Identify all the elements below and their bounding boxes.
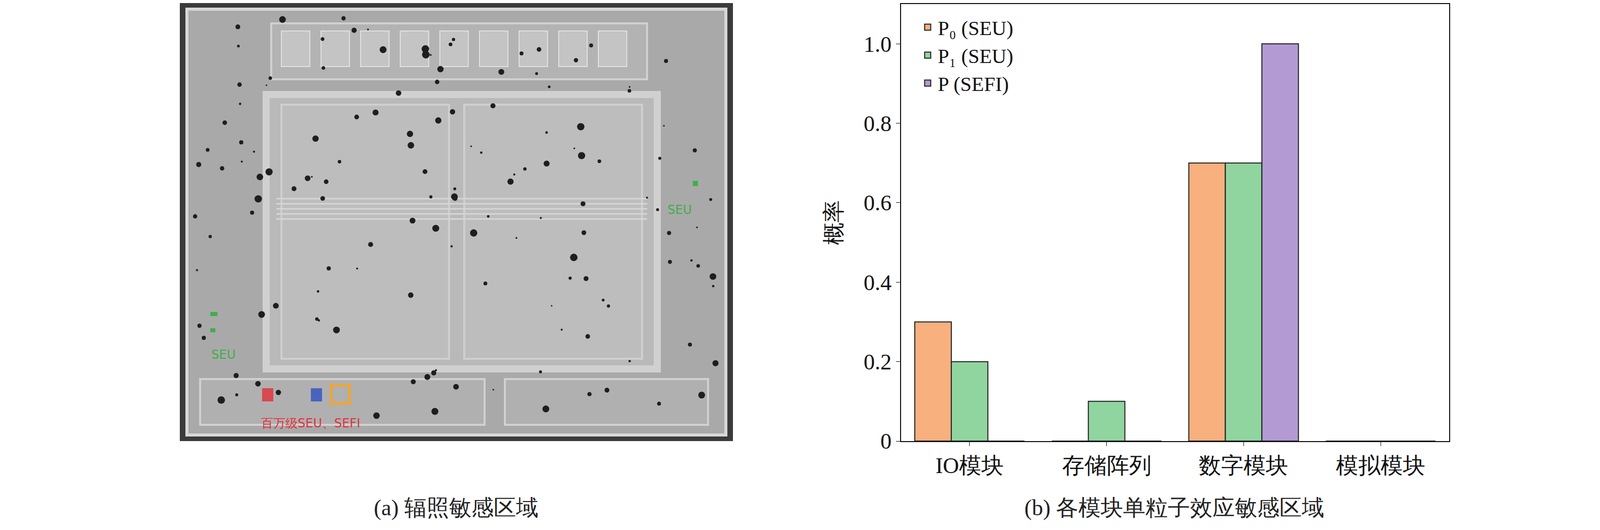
svg-text:数字模块: 数字模块: [1198, 453, 1289, 478]
svg-text:存储阵列: 存储阵列: [1062, 453, 1152, 478]
html-text:(a) 辐照敏感区域: (a) 辐照敏感区域: [373, 495, 539, 521]
svg-text:百万级SEU、SEFI: 百万级SEU、SEFI: [261, 416, 361, 431]
svg-text:0.8: 0.8: [863, 111, 892, 137]
svg-text:SEU: SEU: [667, 202, 692, 217]
svg-text:模拟模块: 模拟模块: [1335, 453, 1426, 478]
svg-text:IO模块: IO模块: [935, 453, 1004, 478]
svg-text:0: 0: [880, 428, 892, 454]
svg-text:概率: 概率: [821, 200, 847, 245]
svg-text:SEU: SEU: [211, 347, 236, 362]
svg-text:P (SEFI): P (SEFI): [937, 72, 1009, 96]
html-text:(b) 各模块单粒子效应敏感区域: (b) 各模块单粒子效应敏感区域: [1024, 495, 1325, 521]
svg-text:1.0: 1.0: [863, 32, 892, 57]
svg-text:0.6: 0.6: [863, 190, 892, 216]
svg-text:P₀ (SEU): P₀ (SEU): [937, 16, 1013, 40]
svg-text:0.2: 0.2: [863, 349, 892, 375]
svg-text:P₁ (SEU): P₁ (SEU): [937, 44, 1013, 68]
svg-text:0.4: 0.4: [863, 270, 892, 296]
